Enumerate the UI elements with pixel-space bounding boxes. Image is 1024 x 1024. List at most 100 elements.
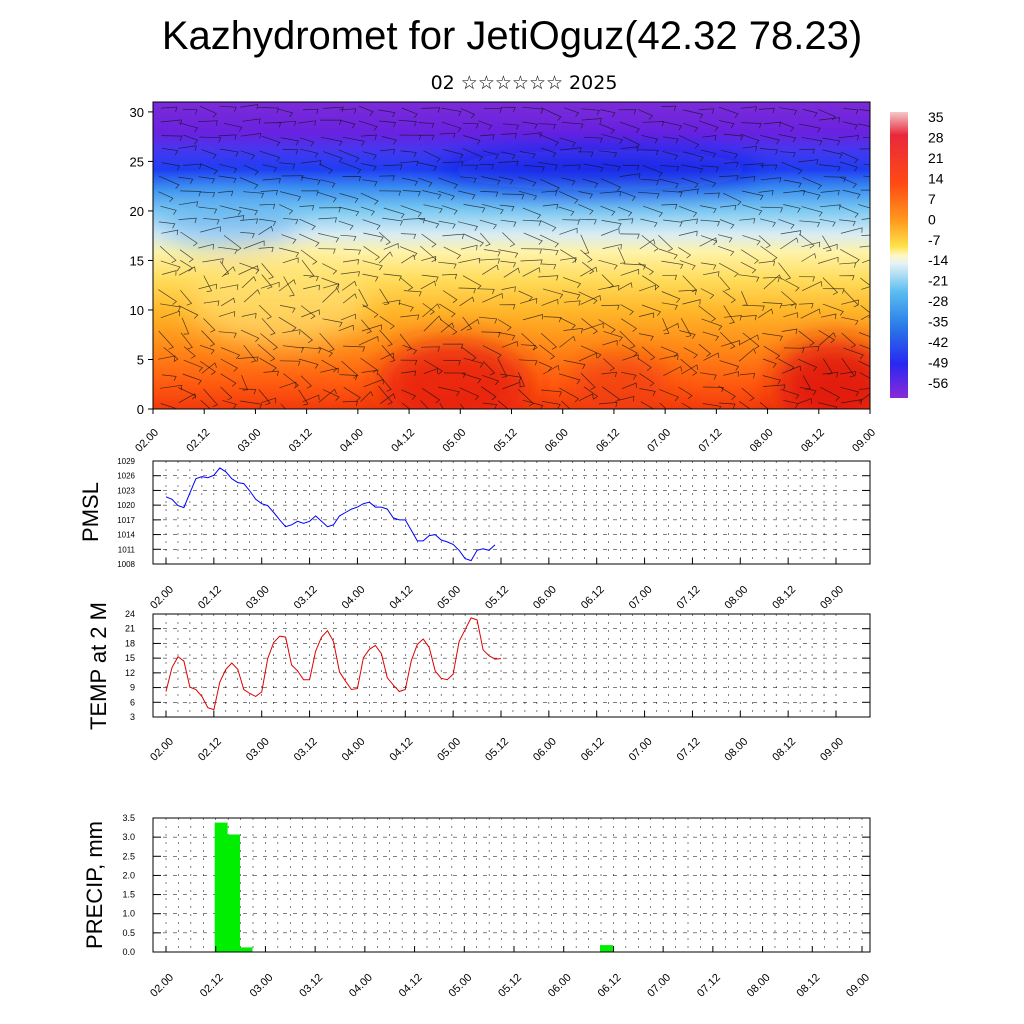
wind-barb — [318, 233, 340, 243]
wind-barb — [562, 277, 582, 288]
wind-barb — [523, 165, 545, 172]
wind-barb — [423, 359, 443, 375]
wind-barb — [478, 316, 498, 324]
wind-barb — [179, 249, 194, 263]
wind-barb — [799, 220, 821, 228]
wind-barb — [742, 145, 758, 152]
wind-barb — [239, 177, 259, 189]
wind-barb — [240, 400, 263, 409]
wind-barb — [178, 201, 199, 207]
wind-barb — [320, 136, 343, 146]
x-tick-label: 08.00 — [722, 584, 750, 612]
wind-barb — [203, 388, 218, 407]
wind-barb — [759, 402, 769, 409]
wind-barb — [723, 315, 742, 321]
wind-barb — [378, 232, 391, 246]
wind-barb — [158, 221, 176, 229]
wind-barb — [719, 360, 740, 371]
wind-barb — [459, 296, 475, 307]
wind-barb — [822, 288, 845, 294]
wind-barb — [783, 204, 801, 213]
wind-barb — [479, 219, 497, 230]
wind-barb — [521, 344, 536, 351]
wind-barb — [580, 345, 602, 359]
wind-barb — [760, 134, 780, 145]
x-tick-label: 05.12 — [496, 972, 524, 1000]
wind-barb — [578, 291, 598, 305]
wind-barb — [219, 261, 230, 276]
wind-barb — [758, 260, 776, 266]
wind-barb — [160, 205, 177, 215]
wind-barb — [823, 176, 846, 183]
wind-barb — [661, 120, 683, 131]
wind-barb — [339, 108, 357, 114]
wind-barb — [339, 119, 356, 129]
wind-barb — [783, 399, 799, 409]
wind-barb — [783, 312, 798, 318]
wind-barb — [841, 299, 859, 306]
y-tick-label: 1014 — [117, 531, 135, 540]
wind-barb — [762, 302, 783, 309]
x-tick-label: 03.12 — [292, 736, 320, 764]
wind-barb — [859, 109, 870, 112]
wind-barb — [798, 159, 819, 165]
x-tick-label: 08.00 — [745, 972, 773, 1000]
wind-barb — [819, 204, 841, 210]
wind-barb — [678, 188, 699, 194]
wind-barb — [862, 136, 870, 138]
wind-barb — [183, 359, 203, 372]
wind-barb — [402, 190, 421, 197]
wind-barb — [279, 305, 296, 313]
wind-barb — [518, 290, 533, 302]
x-tick-label: 02.12 — [196, 736, 224, 764]
wind-barb — [580, 266, 598, 277]
wind-barb — [378, 109, 396, 118]
x-tick-label: 05.12 — [483, 584, 511, 612]
wind-barb — [279, 247, 300, 258]
wind-barb — [801, 241, 821, 248]
wind-barb — [238, 265, 259, 275]
x-tick-label: 06.12 — [594, 427, 622, 455]
wind-barb — [178, 387, 197, 400]
wind-barb — [478, 258, 500, 264]
wind-barb — [502, 193, 525, 200]
wind-barb — [483, 107, 502, 114]
wind-barb — [219, 105, 237, 112]
wind-barb — [262, 164, 278, 173]
wind-barb — [702, 331, 720, 341]
wind-barb — [563, 360, 586, 370]
y-tick-label: 0 — [137, 402, 144, 417]
wind-barb — [602, 340, 618, 346]
wind-barb — [720, 331, 736, 350]
wind-barb — [482, 360, 496, 376]
wind-barb — [861, 234, 870, 236]
wind-barbs — [158, 104, 870, 409]
wind-barb — [279, 381, 297, 389]
wind-barb — [460, 318, 480, 331]
wind-barb — [257, 106, 280, 113]
wind-barb — [760, 245, 778, 261]
wind-barb — [542, 248, 559, 256]
y-tick-label: 1.0 — [122, 909, 135, 919]
wind-barb — [400, 205, 422, 218]
wind-barb — [299, 148, 319, 158]
wind-barb — [262, 178, 281, 184]
wind-barb — [779, 121, 795, 132]
wind-barb — [838, 135, 860, 141]
wind-barb — [379, 175, 395, 181]
cross-section-panel: 0 5 10 15 20 25 30 02.00 02.12 03.00 03.12 04.00 04… — [130, 101, 878, 455]
x-tick-label: 02.00 — [148, 736, 176, 764]
wind-barb — [379, 329, 393, 347]
wind-barb — [260, 190, 278, 196]
wind-barb — [801, 252, 817, 262]
x-tick-label: 06.00 — [546, 972, 574, 1000]
wind-barb — [798, 358, 818, 372]
wind-barb — [581, 318, 598, 335]
wind-barb — [523, 232, 543, 245]
wind-barb — [741, 190, 764, 201]
wind-barb — [702, 403, 722, 409]
wind-barb — [678, 386, 693, 399]
wind-barb — [601, 371, 617, 378]
wind-barb — [861, 218, 870, 220]
wind-barb — [662, 190, 683, 198]
